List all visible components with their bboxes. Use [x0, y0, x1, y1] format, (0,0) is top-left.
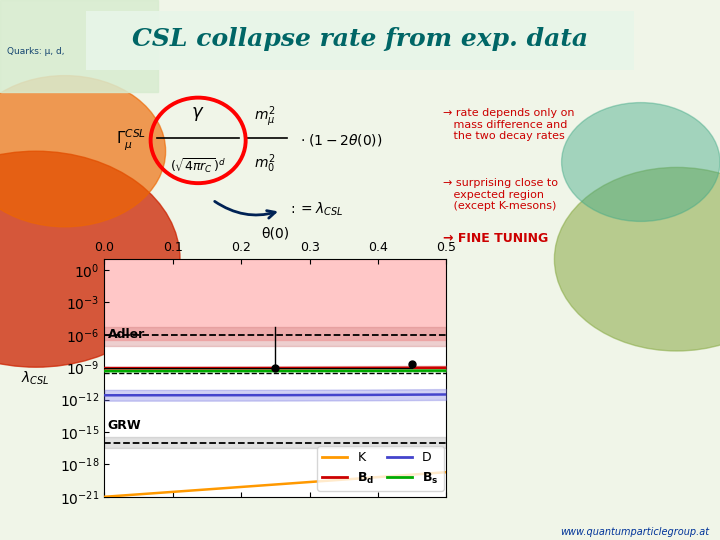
Text: GRW: GRW [108, 419, 141, 432]
Text: Adler: Adler [108, 328, 145, 341]
X-axis label: θ(0): θ(0) [261, 226, 289, 240]
Text: CSL collapse rate from exp. data: CSL collapse rate from exp. data [132, 27, 588, 51]
Legend: K, $\mathbf{B_d}$, D, $\mathbf{B_s}$: K, $\mathbf{B_d}$, D, $\mathbf{B_s}$ [318, 446, 444, 490]
Text: www.quantumparticlegroup.at: www.quantumparticlegroup.at [560, 526, 709, 537]
Bar [104, 327, 446, 346]
Text: Quarks: μ, d,: Quarks: μ, d, [7, 47, 65, 56]
Bar [0, 0, 158, 92]
Text: $\Gamma_\mu^{CSL}$: $\Gamma_\mu^{CSL}$ [116, 128, 146, 153]
Bar [104, 437, 446, 448]
Circle shape [0, 151, 180, 367]
Text: $(\sqrt{4\pi r_C})^d$: $(\sqrt{4\pi r_C})^d$ [171, 157, 226, 176]
Circle shape [554, 167, 720, 351]
Text: → FINE TUNING: → FINE TUNING [443, 232, 548, 245]
Text: → surprising close to
   expected region
   (except K-mesons): → surprising close to expected region (e… [443, 178, 558, 211]
Text: → rate depends only on
   mass difference and
   the two decay rates: → rate depends only on mass difference a… [443, 108, 575, 141]
Circle shape [0, 76, 166, 227]
Circle shape [562, 103, 720, 221]
Text: $\cdot\;\left(1-2\theta(0)\right)$: $\cdot\;\left(1-2\theta(0)\right)$ [300, 132, 382, 149]
Text: $\gamma$: $\gamma$ [192, 105, 205, 123]
Text: $m_\mu^2$: $m_\mu^2$ [254, 104, 275, 129]
Text: $m_0^2$: $m_0^2$ [254, 153, 275, 176]
Y-axis label: $\lambda_{CSL}$: $\lambda_{CSL}$ [21, 369, 49, 387]
Text: $:= \lambda_{CSL}$: $:= \lambda_{CSL}$ [288, 200, 343, 218]
